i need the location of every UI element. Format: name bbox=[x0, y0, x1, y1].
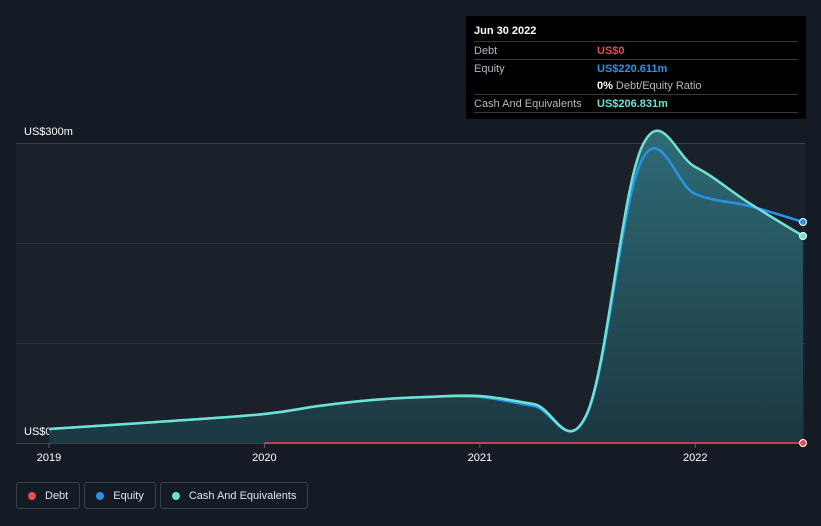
cash-and-equivalents-series-line bbox=[48, 129, 804, 433]
legend-item-cash[interactable]: Cash And Equivalents bbox=[159, 482, 309, 509]
x-tick-label-2020: 2020 bbox=[252, 452, 276, 464]
cash-area-fill bbox=[49, 130, 803, 443]
tooltip-equity-label: Equity bbox=[474, 62, 505, 75]
tooltip-ratio-text: Debt/Equity Ratio bbox=[615, 79, 702, 92]
x-tick-label-2019: 2019 bbox=[37, 452, 61, 464]
legend-equity-label: Equity bbox=[113, 489, 144, 502]
tooltip-row-ratio: 0% Debt/Equity Ratio bbox=[474, 77, 798, 94]
legend-debt-label: Debt bbox=[45, 489, 69, 502]
tooltip-equity-value: US$220.611m bbox=[597, 62, 668, 75]
tooltip-debt-value: US$0 bbox=[597, 44, 625, 57]
tooltip-panel: Jun 30 2022 Debt US$0 Equity US$220.611m… bbox=[466, 16, 806, 119]
tooltip-cash-value: US$206.831m bbox=[597, 97, 668, 110]
x-tick-label-2022: 2022 bbox=[683, 452, 707, 464]
x-tick-label-2021: 2021 bbox=[468, 452, 492, 464]
y-axis-bottom-label: US$0 bbox=[24, 426, 52, 438]
legend-item-debt[interactable]: Debt bbox=[16, 482, 81, 509]
tooltip-date: Jun 30 2022 bbox=[474, 25, 537, 37]
legend-cash-label: Cash And Equivalents bbox=[188, 489, 297, 502]
equity-end-point bbox=[799, 218, 807, 226]
legend-cash-dot-icon bbox=[171, 491, 180, 500]
tooltip-row-cash: Cash And Equivalents US$206.831m bbox=[474, 94, 798, 113]
tooltip-cash-label: Cash And Equivalents bbox=[474, 97, 582, 110]
cash-and-equivalents-end-point bbox=[799, 232, 807, 240]
tooltip-debt-label: Debt bbox=[474, 44, 498, 57]
tooltip-ratio-value: 0% bbox=[597, 79, 613, 92]
legend-equity-dot-icon bbox=[96, 491, 105, 500]
tooltip-row-equity: Equity US$220.611m bbox=[474, 59, 798, 77]
tooltip-row-debt: Debt US$0 bbox=[474, 41, 798, 59]
legend-debt-dot-icon bbox=[28, 491, 36, 500]
debt-end-point bbox=[799, 439, 807, 447]
chart-legend: Debt Equity Cash And Equivalents bbox=[16, 482, 309, 509]
y-axis-top-label: US$300m bbox=[24, 126, 73, 138]
legend-item-equity[interactable]: Equity bbox=[84, 482, 156, 509]
